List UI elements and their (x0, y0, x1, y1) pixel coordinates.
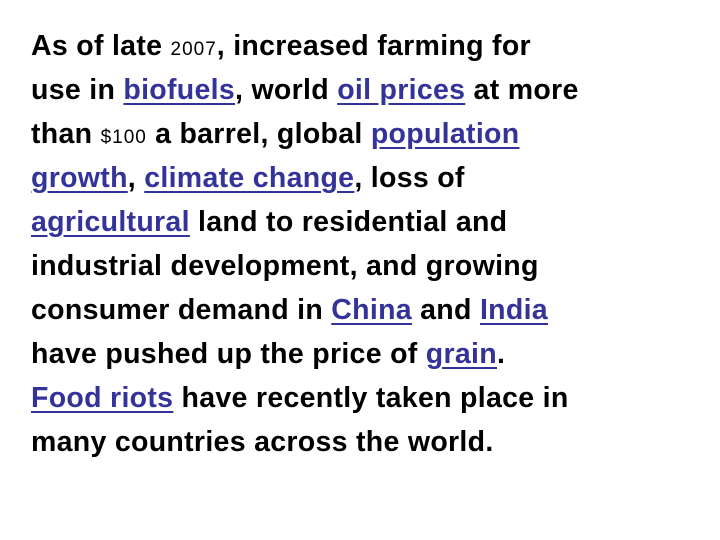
text-segment: . (496, 338, 506, 370)
hyperlink[interactable]: China (331, 294, 412, 326)
text-line: growth, climate change, loss of (31, 162, 465, 195)
text-line: have pushed up the price of grain. (31, 338, 505, 371)
text-segment: , (127, 162, 145, 194)
hyperlink[interactable]: Food riots (31, 382, 174, 414)
text-line: agricultural land to residential and (31, 206, 507, 239)
text-segment: at more (465, 74, 579, 106)
hyperlink[interactable]: agricultural (31, 206, 190, 238)
text-segment: have recently taken place in (173, 382, 569, 414)
text-segment: have pushed up the price of (31, 338, 426, 370)
text-segment: consumer demand in (31, 294, 332, 326)
hyperlink[interactable]: oil prices (337, 74, 466, 106)
hyperlink[interactable]: grain (425, 338, 497, 370)
hyperlink[interactable]: India (479, 294, 548, 326)
text-segment: land to residential and (189, 206, 508, 238)
text-segment: and (411, 294, 480, 326)
text-segment: , loss of (354, 162, 465, 194)
text-line: many countries across the world. (31, 426, 494, 459)
hyperlink[interactable]: growth (31, 162, 128, 194)
text-segment: As of late (31, 30, 171, 62)
hyperlink[interactable]: climate change (144, 162, 355, 194)
hyperlink[interactable]: biofuels (123, 74, 236, 106)
text-line: use in biofuels, world oil prices at mor… (31, 74, 579, 107)
text-line: As of late 2007, increased farming for (31, 30, 531, 63)
text-segment: , world (235, 74, 338, 106)
text-segment: $100 (100, 127, 147, 148)
text-segment: than (31, 118, 101, 150)
text-line: industrial development, and growing (31, 250, 539, 283)
text-line: consumer demand in China and India (31, 294, 548, 327)
text-segment: use in (31, 74, 124, 106)
text-segment: many countries across the world. (31, 426, 494, 458)
text-segment: 2007 (170, 39, 217, 60)
text-segment: , increased farming for (216, 30, 531, 62)
text-segment: a barrel, global (146, 118, 371, 150)
text-segment: industrial development, and growing (31, 250, 539, 282)
text-line: than $100 a barrel, global population (31, 118, 519, 151)
hyperlink[interactable]: population (370, 118, 520, 150)
text-line: Food riots have recently taken place in (31, 382, 569, 415)
